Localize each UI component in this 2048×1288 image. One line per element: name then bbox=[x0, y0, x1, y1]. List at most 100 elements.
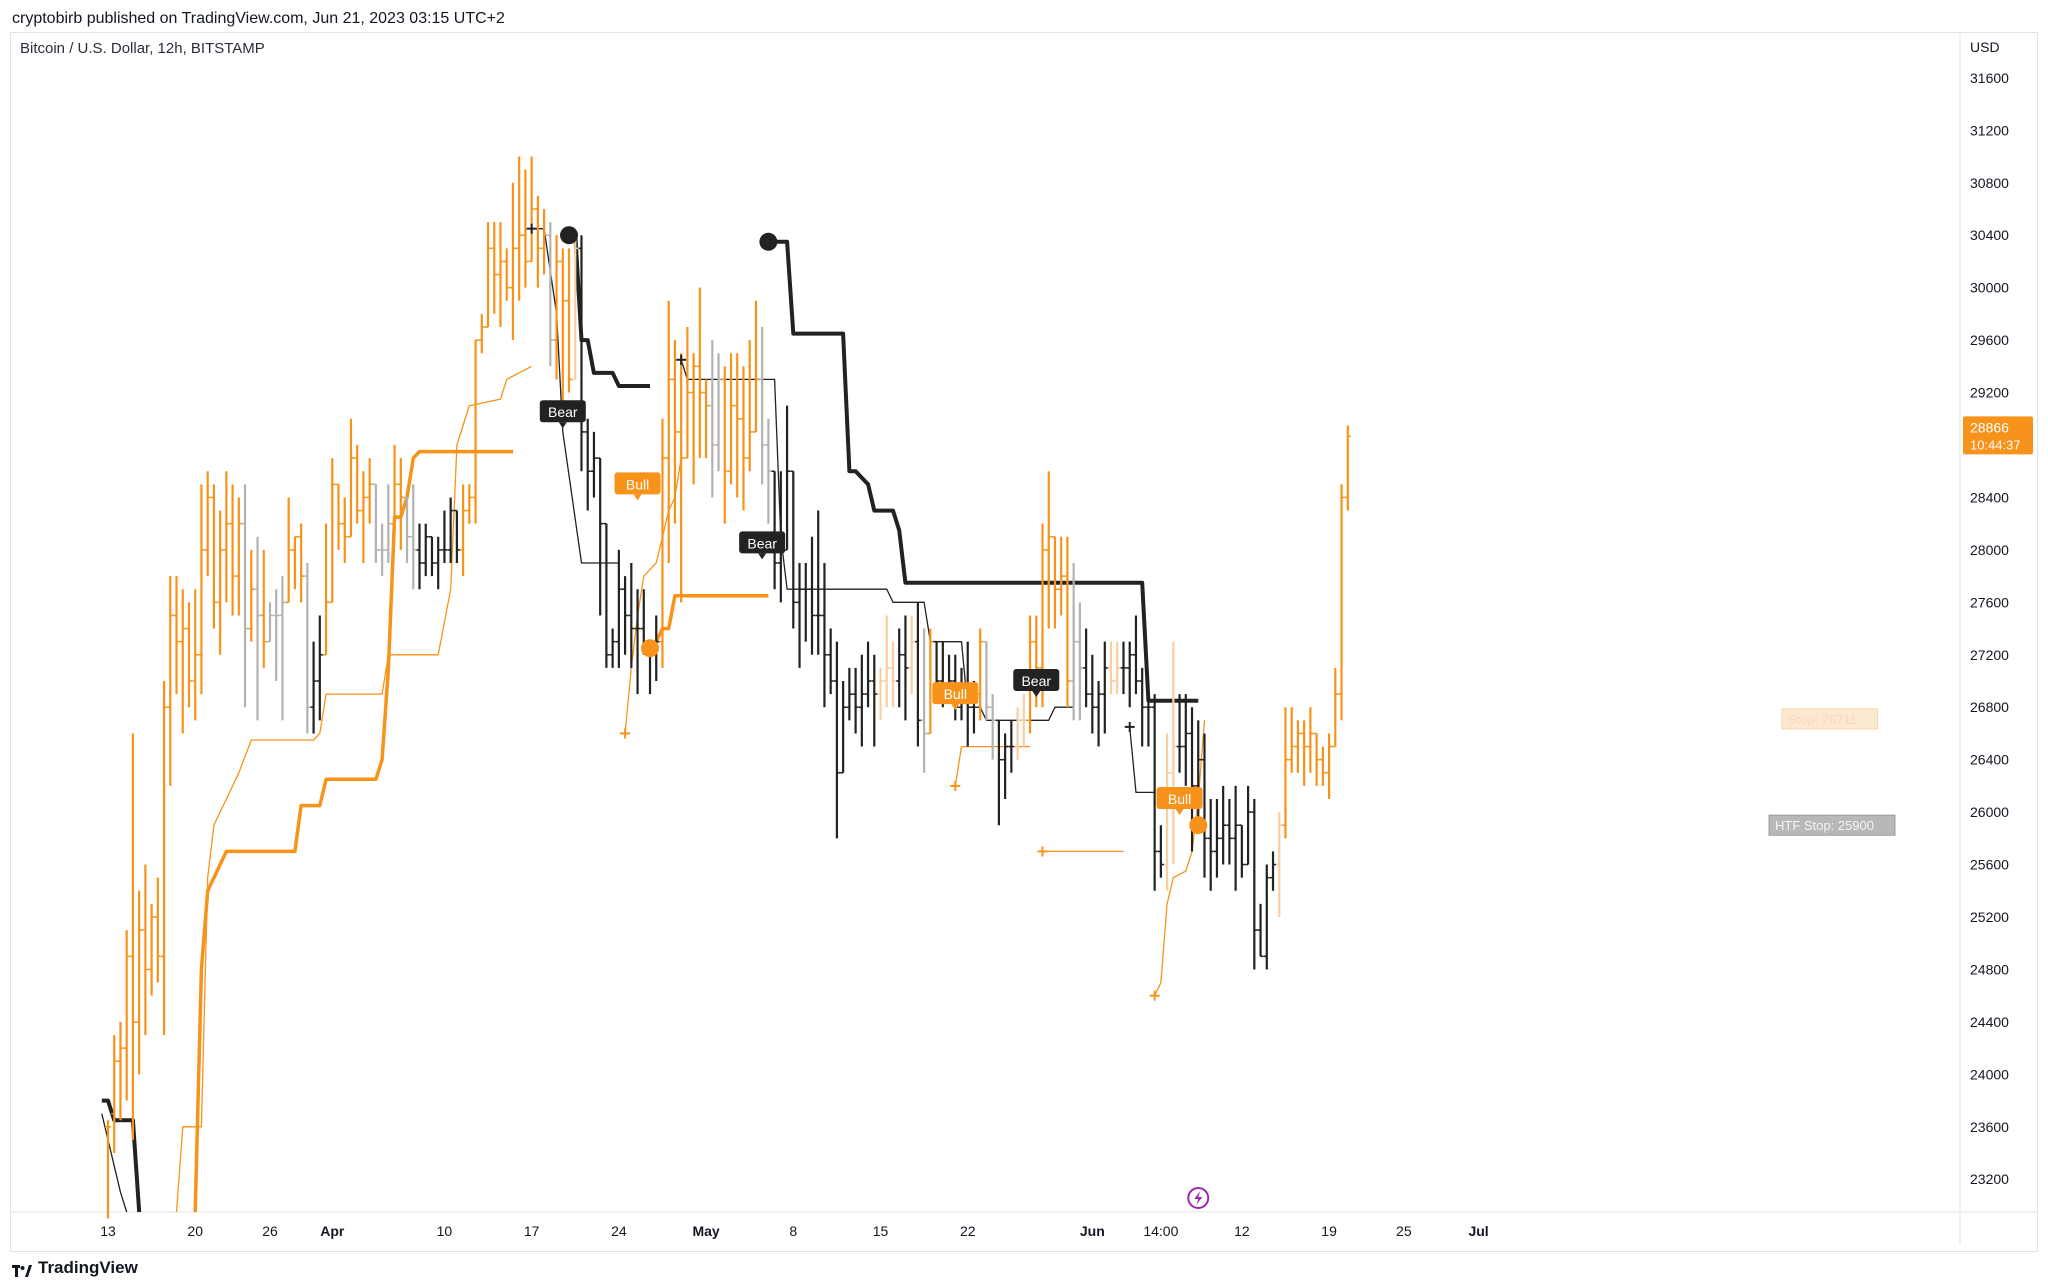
ohlc-bar bbox=[1151, 694, 1158, 891]
signal-text: Bear bbox=[747, 535, 777, 551]
ohlc-bar bbox=[734, 353, 741, 498]
ohlc-bar bbox=[752, 300, 759, 433]
time-tick: 22 bbox=[960, 1223, 976, 1239]
ohlc-bar bbox=[721, 366, 728, 524]
time-tick: 17 bbox=[524, 1223, 540, 1239]
last-price-value: 28866 bbox=[1970, 419, 2009, 435]
ohlc-bar bbox=[1002, 733, 1009, 799]
bull-label-1: Bull bbox=[614, 472, 661, 501]
ohlc-bar bbox=[858, 654, 865, 747]
ohlc-bar bbox=[678, 353, 685, 603]
signal-text: Bull bbox=[626, 476, 649, 492]
price-tick: 28400 bbox=[1970, 489, 2009, 505]
time-tick: 26 bbox=[262, 1223, 278, 1239]
signal-pointer bbox=[951, 704, 960, 711]
ohlc-bar bbox=[248, 549, 255, 642]
time-tick: May bbox=[692, 1223, 719, 1239]
ohlc-bar bbox=[559, 248, 566, 419]
ohlc-bar bbox=[435, 536, 442, 590]
ohlc-bar bbox=[497, 222, 504, 327]
ohlc-bar bbox=[285, 497, 292, 604]
ohlc-bar bbox=[840, 681, 847, 774]
ohlc-bar bbox=[509, 182, 516, 341]
ohlc-bar bbox=[1332, 667, 1339, 748]
ohlc-bar bbox=[902, 615, 909, 721]
time-tick: 14:00 bbox=[1143, 1223, 1178, 1239]
ohlc-bar bbox=[310, 641, 317, 734]
lightning-bolt bbox=[1194, 1191, 1203, 1205]
price-axis[interactable]: USD 23200 23600 24000 24400 24800 25200 25600 26… bbox=[1959, 32, 2033, 1245]
ohlc-bar bbox=[615, 549, 622, 668]
publish-header: cryptobirb published on TradingView.com,… bbox=[12, 10, 505, 27]
ohlc-bar bbox=[684, 327, 691, 459]
ohlc-bar bbox=[129, 733, 136, 1140]
ohlc-bar bbox=[478, 313, 485, 354]
ohlc-bar bbox=[584, 418, 591, 511]
ohlc-bar bbox=[802, 563, 809, 642]
last-price-bg bbox=[1963, 416, 2033, 455]
ohlc-bar bbox=[335, 483, 342, 550]
price-tick: 23200 bbox=[1970, 1171, 2009, 1187]
ohlc-bar bbox=[1251, 799, 1258, 970]
ohlc-bar bbox=[534, 195, 541, 288]
ohlc-bar bbox=[1307, 707, 1314, 773]
bull-stop-ltf-2 bbox=[624, 457, 682, 734]
ohlc-bar bbox=[983, 640, 990, 721]
signal-bg bbox=[932, 682, 979, 705]
price-tick: 31200 bbox=[1970, 122, 2009, 138]
signal-bg bbox=[1013, 669, 1060, 691]
bull-label-3: Bull bbox=[1156, 787, 1203, 815]
ohlc-bar bbox=[123, 930, 130, 1101]
ohlc-bar bbox=[553, 235, 560, 380]
ohlc-bar bbox=[223, 471, 230, 603]
ohlc-bar bbox=[740, 366, 747, 511]
ohlc-bar bbox=[204, 471, 211, 577]
time-axis[interactable]: 13 20 26 Apr 10 17 24 May 8 15 22 Jun 14:00 12 19 25 Jul bbox=[10, 1211, 2038, 1239]
time-tick: 25 bbox=[1396, 1223, 1412, 1239]
ohlc-bar bbox=[422, 523, 429, 577]
time-tick: Jul bbox=[1468, 1223, 1488, 1239]
ohlc-bar bbox=[547, 222, 554, 367]
ohlc-bar bbox=[578, 235, 585, 472]
ohlc-bar bbox=[1058, 536, 1065, 616]
ohlc-bar bbox=[516, 156, 523, 301]
bear-dot-2 bbox=[759, 232, 778, 251]
ohlc-bar bbox=[1095, 681, 1102, 747]
ohlc-bar bbox=[696, 287, 703, 459]
cross-2 bbox=[676, 354, 687, 365]
symbol-title: Bitcoin / U.S. Dollar, 12h, BITSTAMP bbox=[20, 40, 265, 57]
stop-label: Stop: 26711 bbox=[1781, 708, 1879, 730]
ohlc-bar bbox=[590, 431, 597, 498]
ohlc-bar bbox=[1201, 733, 1208, 878]
bull-dot-1 bbox=[641, 639, 660, 658]
ohlc-bar bbox=[416, 523, 423, 590]
ohlc-bar bbox=[167, 576, 174, 786]
ohlc-bar bbox=[148, 903, 155, 996]
cross-6 bbox=[1124, 721, 1135, 732]
price-tick: 30800 bbox=[1970, 175, 2009, 191]
ohlc-bar bbox=[921, 628, 928, 773]
last-price-countdown: 10:44:37 bbox=[1970, 437, 2021, 452]
signal-pointer bbox=[1175, 809, 1184, 815]
tradingview-logo[interactable]: TradingView bbox=[12, 1258, 138, 1278]
ohlc-bar bbox=[896, 628, 903, 708]
cross-4 bbox=[950, 780, 961, 791]
ohlc-bar bbox=[1220, 785, 1227, 865]
ohlc-bar bbox=[827, 628, 834, 695]
ohlc-bar bbox=[279, 576, 286, 721]
ohlc-bar bbox=[229, 484, 236, 616]
signal-pointer bbox=[758, 553, 767, 560]
ohlc-bar bbox=[871, 654, 878, 747]
ohlc-bar bbox=[1257, 903, 1264, 958]
ohlc-bar bbox=[360, 471, 367, 563]
ohlc-bar bbox=[111, 1035, 118, 1153]
ohlc-bar bbox=[1108, 641, 1115, 695]
price-tick: 25200 bbox=[1970, 909, 2009, 925]
ohlc-bar bbox=[1051, 535, 1058, 629]
ohlc-bar bbox=[927, 628, 934, 735]
signal-text: Bull bbox=[1168, 791, 1191, 807]
tradingview-logo-icon bbox=[12, 1262, 32, 1277]
ohlc-bar bbox=[759, 327, 766, 485]
ohlc-bar bbox=[254, 536, 261, 721]
